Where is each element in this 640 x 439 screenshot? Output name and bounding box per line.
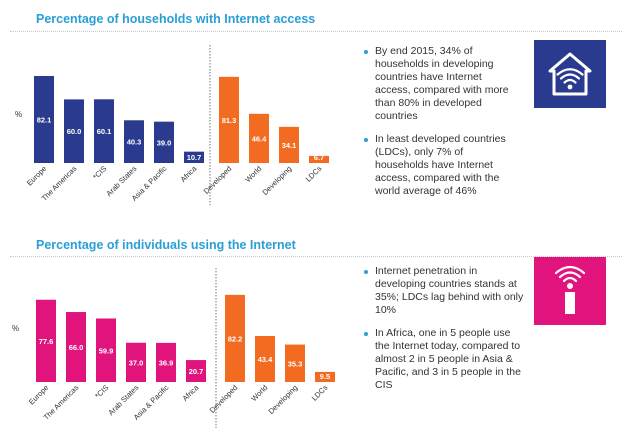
value-label: 46.4 xyxy=(252,134,267,143)
bar-arab-states xyxy=(124,120,144,163)
value-label: 36.9 xyxy=(159,358,174,367)
value-label: 82.1 xyxy=(37,115,52,124)
y-axis-label: % xyxy=(15,110,22,119)
value-label: 6.7 xyxy=(314,153,324,162)
category-label: Europe xyxy=(27,383,50,406)
value-label: 66.0 xyxy=(69,343,84,352)
value-label: 10.7 xyxy=(187,153,202,162)
title-divider xyxy=(10,31,622,32)
value-label: 37.0 xyxy=(129,358,144,367)
value-label: 82.2 xyxy=(228,334,243,343)
value-label: 43.4 xyxy=(258,355,273,364)
bar-the-americas xyxy=(64,99,84,163)
category-label: LDCs xyxy=(310,383,330,403)
category-label: Developing xyxy=(267,383,300,416)
bar-arab-states xyxy=(126,342,146,382)
individuals-note-africa: In Africa, one in 5 people use the Inter… xyxy=(364,327,524,392)
households-note-ldc: In least developed countries (LDCs), onl… xyxy=(364,133,514,198)
house-wifi-icon xyxy=(534,40,606,108)
bar-ldcs xyxy=(315,371,335,382)
category-label: Developed xyxy=(208,383,240,415)
bar-cis xyxy=(94,99,114,163)
individuals-notes: Internet penetration in developing count… xyxy=(364,265,524,402)
value-label: 39.0 xyxy=(157,138,172,147)
value-label: 81.3 xyxy=(222,116,237,125)
category-label: *CIS xyxy=(93,383,110,400)
person-wifi-icon xyxy=(534,257,606,325)
value-label: 59.9 xyxy=(99,346,114,355)
bar-europe xyxy=(36,299,56,382)
individuals-chart-title: Percentage of individuals using the Inte… xyxy=(36,238,296,252)
bar-cis xyxy=(96,318,116,382)
bar-developing xyxy=(279,126,299,163)
value-label: 60.1 xyxy=(97,127,112,136)
bar-ldcs xyxy=(309,155,329,163)
bar-africa xyxy=(184,151,204,163)
title-divider xyxy=(10,256,622,257)
bar-africa xyxy=(186,360,206,382)
bar-developed xyxy=(219,76,239,163)
households-chart-title: Percentage of households with Internet a… xyxy=(36,12,316,26)
bar-world xyxy=(249,113,269,163)
bar-europe xyxy=(34,75,54,163)
value-label: 20.7 xyxy=(189,367,204,376)
bar-developed xyxy=(225,294,245,382)
bar-asia-pacific xyxy=(156,342,176,382)
value-label: 60.0 xyxy=(67,127,82,136)
bar-world xyxy=(255,335,275,382)
value-label: 40.3 xyxy=(127,138,142,147)
individuals-note-penetration: Internet penetration in developing count… xyxy=(364,265,524,317)
category-label: Africa xyxy=(180,382,201,403)
value-label: 9.5 xyxy=(320,372,330,381)
value-label: 34.1 xyxy=(282,141,297,150)
bar-asia-pacific xyxy=(154,121,174,163)
bar-developing xyxy=(285,344,305,382)
value-label: 35.3 xyxy=(288,359,303,368)
households-notes: By end 2015, 34% of households in develo… xyxy=(364,45,514,208)
value-label: 77.6 xyxy=(39,337,54,346)
bar-the-americas xyxy=(66,312,86,382)
category-label: World xyxy=(249,383,269,403)
y-axis-label: % xyxy=(12,324,19,333)
households-note-developing: By end 2015, 34% of households in develo… xyxy=(364,45,514,123)
